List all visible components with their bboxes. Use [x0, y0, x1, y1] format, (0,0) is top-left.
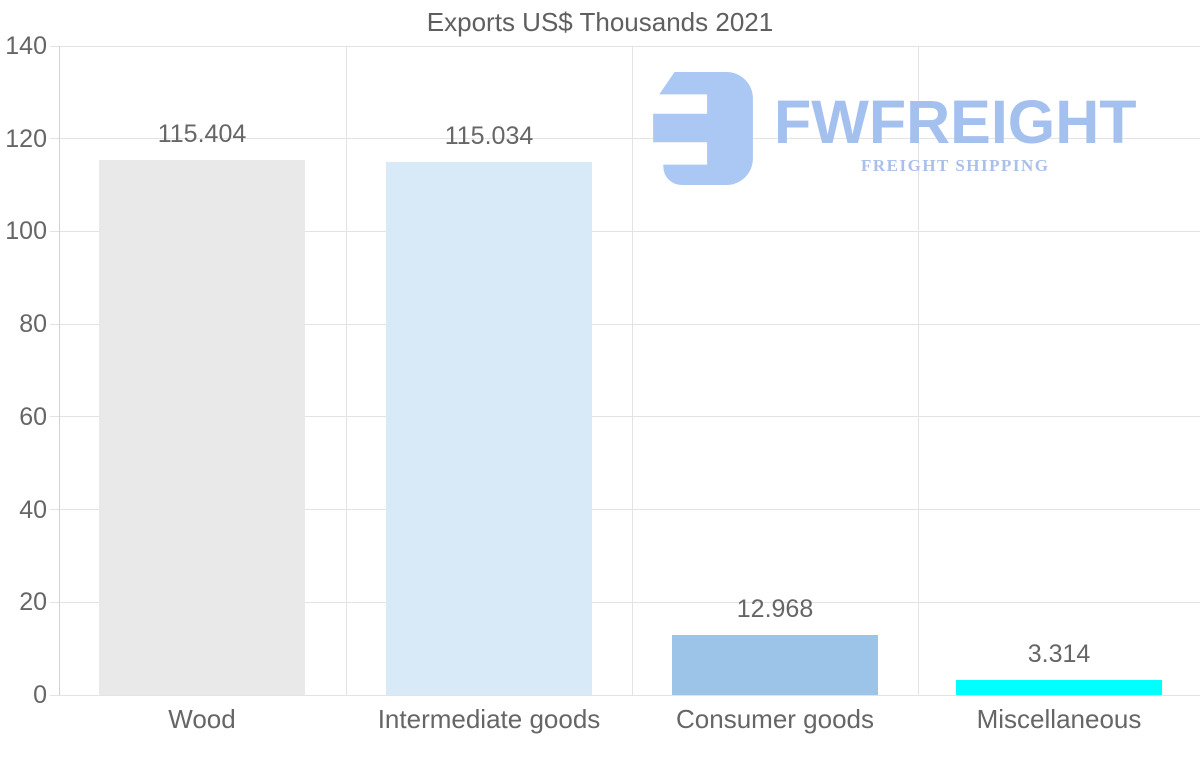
y-axis-tick-label: 80 — [19, 310, 47, 339]
gridline-horizontal — [50, 230, 1200, 232]
gridline-horizontal — [50, 601, 1200, 603]
y-axis-tick-label: 100 — [5, 217, 47, 246]
x-category-label-wood: Wood — [168, 704, 236, 734]
bar-consumer-goods — [672, 634, 878, 695]
x-category-label-consumer-goods: Consumer goods — [676, 704, 874, 734]
gridline-horizontal — [50, 138, 1200, 140]
x-category-label-miscellaneous: Miscellaneous — [976, 704, 1142, 734]
bar-value-label-miscellaneous: 3.314 — [1027, 639, 1091, 668]
bar-intermediate-goods — [386, 161, 592, 695]
gridline-horizontal — [50, 509, 1200, 511]
bar-value-label-intermediate-goods: 115.034 — [444, 121, 534, 150]
watermark-logo: FWFREIGHT FREIGHT SHIPPING — [650, 72, 1137, 185]
chart-title: Exports US$ Thousands 2021 — [426, 7, 774, 37]
gridline-horizontal — [50, 416, 1200, 418]
y-axis-tick-label: 60 — [19, 402, 47, 431]
y-axis-tick-label: 20 — [19, 588, 47, 617]
brand-tagline: FREIGHT SHIPPING — [861, 156, 1050, 175]
x-category-label-intermediate-goods: Intermediate goods — [377, 704, 601, 734]
y-axis-tick-label: 140 — [5, 32, 47, 60]
watermark-text-block: FWFREIGHT FREIGHT SHIPPING — [774, 72, 1137, 176]
y-axis-tick-label: 120 — [5, 124, 47, 153]
y-axis-tick-label: 0 — [33, 681, 47, 709]
gridline-horizontal — [50, 45, 1200, 47]
brand-name: FWFREIGHT — [774, 88, 1137, 156]
bar-value-label-wood: 115.404 — [157, 120, 247, 149]
fwfreight-logo-icon — [653, 72, 753, 185]
gridline-vertical — [346, 46, 347, 695]
y-axis-tick-label: 40 — [19, 495, 47, 524]
gridline-horizontal — [50, 323, 1200, 325]
bar-miscellaneous — [956, 679, 1162, 695]
gridline-vertical — [632, 46, 633, 695]
gridline-horizontal — [50, 694, 1200, 696]
bar-wood — [99, 160, 305, 695]
y-axis-line — [59, 46, 60, 695]
gridline-vertical — [918, 46, 919, 695]
bar-value-label-consumer-goods: 12.968 — [736, 594, 814, 623]
